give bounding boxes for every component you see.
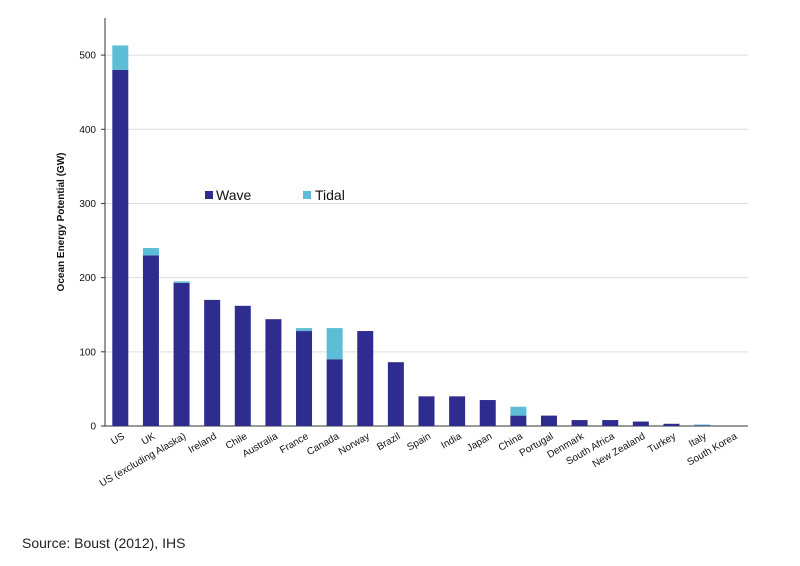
legend: Wave Tidal [205, 187, 345, 203]
bar-tidal-canada [326, 328, 343, 360]
bar-wave-south-africa [602, 420, 619, 426]
bar-tidal-italy [694, 424, 711, 426]
y-tick-label: 200 [79, 273, 96, 284]
bar-tidal-france [296, 328, 313, 332]
bar-wave-china [510, 415, 527, 426]
bar-wave-denmark [571, 420, 588, 426]
category-label: India [439, 431, 464, 452]
bar-wave-uk [142, 255, 159, 426]
legend-swatch-tidal [303, 191, 311, 199]
y-tick-label: 100 [79, 347, 96, 358]
legend-swatch-wave [205, 191, 213, 199]
bar-tidal-us [112, 45, 129, 70]
bar-wave-canada [326, 359, 343, 426]
bar-tidal-uk [142, 247, 159, 256]
bar-wave-brazil [387, 362, 404, 426]
category-label: Turkey [646, 431, 678, 456]
category-label: Brazil [375, 431, 402, 453]
bar-wave-japan [479, 400, 496, 426]
bar-wave-norway [357, 331, 374, 426]
category-label: Australia [241, 431, 281, 460]
bar-wave-us [112, 69, 129, 426]
bar-tidal-us-excluding-alaska [173, 281, 190, 283]
bar-wave-portugal [540, 415, 557, 426]
bars [112, 45, 711, 427]
y-tick-label: 300 [79, 199, 96, 210]
bar-wave-australia [265, 319, 282, 426]
bar-wave-new-zealand [632, 421, 649, 426]
category-label: Japan [465, 431, 494, 454]
bar-wave-italy [694, 425, 711, 427]
category-label: Ireland [187, 431, 219, 456]
category-label: Norway [337, 431, 372, 457]
y-tick-label: 400 [79, 125, 96, 136]
source-note: Source: Boust (2012), IHS [22, 535, 186, 551]
bar-wave-turkey [663, 423, 680, 426]
bar-wave-france [296, 331, 313, 426]
bar-wave-ireland [204, 299, 221, 426]
category-label: Canada [305, 431, 341, 458]
gridlines [105, 54, 748, 353]
y-tick-label: 500 [79, 51, 96, 62]
category-label: US [109, 431, 127, 448]
y-axis-label: Ocean Energy Potential (GW) [56, 153, 67, 292]
y-tick-label: 0 [90, 422, 96, 433]
bar-wave-chile [234, 305, 251, 426]
bar-wave-india [449, 396, 466, 426]
bar-wave-us-excluding-alaska [173, 282, 190, 426]
category-label: UK [140, 431, 158, 448]
category-label: France [278, 431, 311, 456]
legend-label-wave: Wave [216, 187, 251, 203]
bar-wave-spain [418, 396, 435, 426]
category-label: Spain [405, 431, 433, 453]
bar-tidal-china [510, 406, 527, 416]
legend-label-tidal: Tidal [315, 187, 345, 203]
y-ticks: 0 100 200 300 400 500 [79, 51, 105, 433]
